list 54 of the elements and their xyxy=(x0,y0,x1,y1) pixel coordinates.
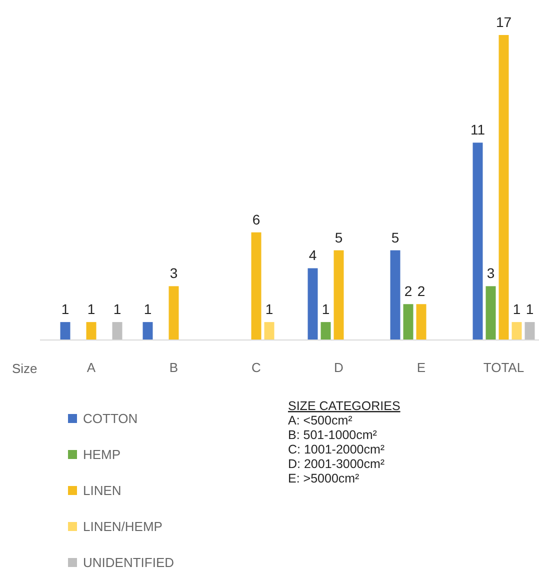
bar xyxy=(524,322,535,340)
data-label: 4 xyxy=(308,247,317,264)
bar xyxy=(168,286,179,340)
data-label: 1 xyxy=(322,301,330,318)
data-label: 11 xyxy=(470,122,486,138)
data-label: 17 xyxy=(496,14,512,30)
bar xyxy=(512,322,522,340)
bar xyxy=(251,232,262,340)
bar xyxy=(486,286,496,340)
bar xyxy=(498,35,509,340)
legend-label: LINEN/HEMP xyxy=(83,519,162,534)
text: D: 2001-3000cm² xyxy=(288,457,385,471)
bar xyxy=(334,250,344,340)
text: SIZE CATEGORIES xyxy=(288,399,400,413)
bar xyxy=(112,322,122,340)
data-label: 3 xyxy=(170,265,178,282)
x-tick-label: TOTAL xyxy=(483,360,524,375)
x-tick-label: A xyxy=(86,360,96,375)
x-axis-title: Size xyxy=(12,361,38,376)
data-label: 1 xyxy=(87,301,96,318)
data-label: 1 xyxy=(526,301,534,318)
data-label: 1 xyxy=(144,301,152,318)
data-label: 6 xyxy=(252,211,260,228)
data-label: 3 xyxy=(486,265,495,282)
x-tick-label: E xyxy=(416,360,426,375)
data-label: 2 xyxy=(417,283,426,300)
legend-label: HEMP xyxy=(83,447,121,462)
text: E: >5000cm² xyxy=(288,472,360,486)
legend-label: COTTON xyxy=(83,411,138,426)
bar xyxy=(264,322,274,340)
bar xyxy=(390,250,400,340)
bar xyxy=(403,304,414,340)
bar xyxy=(472,142,483,340)
bar xyxy=(416,304,426,340)
data-label: 5 xyxy=(391,229,400,246)
bar xyxy=(60,322,70,340)
legend-label: LINEN xyxy=(83,483,122,498)
text: C: 1001-2000cm² xyxy=(288,442,385,456)
legend-label: UNIDENTIFIED xyxy=(83,555,174,570)
bar xyxy=(86,322,96,340)
data-label: 2 xyxy=(404,283,412,300)
data-label: 1 xyxy=(113,301,122,318)
bar xyxy=(320,322,331,340)
text: A: <500cm² xyxy=(288,414,352,428)
data-label: 1 xyxy=(512,301,521,318)
data-label: 1 xyxy=(265,301,274,318)
bar xyxy=(308,268,318,340)
x-tick-label: B xyxy=(169,360,178,375)
text: B: 501-1000cm² xyxy=(288,428,377,442)
x-tick-label: C xyxy=(252,360,261,375)
data-label: 1 xyxy=(61,301,70,318)
data-label: 5 xyxy=(334,229,343,246)
bar xyxy=(142,322,153,340)
x-tick-label: D xyxy=(334,360,344,375)
